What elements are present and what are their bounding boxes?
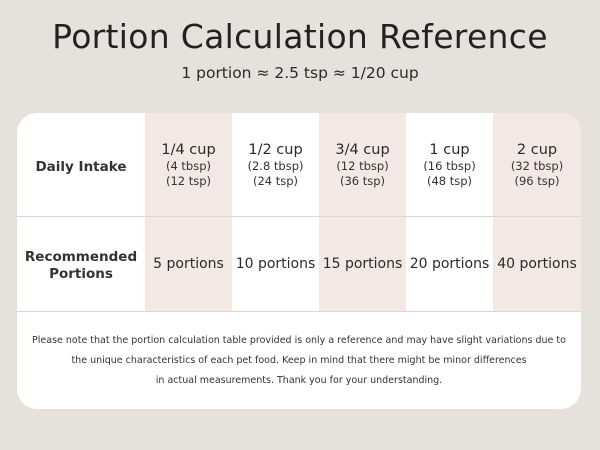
intake-cell-1: 1/4 cup (4 tbsp) (12 tsp) [145,142,232,189]
tbsp-amount: (16 tbsp) [423,159,476,173]
tsp-amount: (36 tsp) [339,174,386,188]
page-subtitle: 1 portion ≈ 2.5 tsp ≈ 1/20 cup [181,64,419,82]
tsp-amount: (48 tsp) [426,174,473,188]
intake-cell-5: 2 cup (32 tbsp) (96 tsp) [493,142,581,189]
note-line: the unique characteristics of each pet f… [71,355,527,366]
intake-cell-3: 3/4 cup (12 tbsp) (36 tsp) [319,142,406,189]
cup-amount: 1 cup [429,142,470,158]
portions-cell-3: 15 portions [322,256,403,272]
note-line: in actual measurements. Thank you for yo… [155,375,443,386]
portion-table-card: Daily Intake Recommended Portions 1/4 cu… [17,113,581,409]
note-line: Please note that the portion calculation… [32,335,566,346]
portions-cell-4: 20 portions [409,256,490,272]
column-shade-1 [145,113,232,311]
cup-amount: 3/4 cup [335,142,390,158]
intake-cell-4: 1 cup (16 tbsp) (48 tsp) [406,142,493,189]
portions-cell-5: 40 portions [497,256,577,272]
cup-amount: 1/4 cup [161,142,216,158]
tbsp-amount: (32 tbsp) [510,159,564,173]
disclaimer-note: Please note that the portion calculation… [17,331,581,391]
portions-cell-2: 10 portions [235,256,316,272]
tbsp-amount: (2.8 tbsp) [247,159,304,173]
portions-cell-1: 5 portions [153,256,224,272]
intake-cell-2: 1/2 cup (2.8 tbsp) (24 tsp) [232,142,319,189]
tsp-amount: (24 tsp) [252,174,299,188]
tbsp-amount: (12 tbsp) [336,159,389,173]
cup-amount: 1/2 cup [248,142,303,158]
page-title: Portion Calculation Reference [52,17,548,56]
column-shade-5 [493,113,581,311]
row-label-recommended-portions: Recommended Portions [24,249,138,282]
tbsp-amount: (4 tbsp) [165,159,212,173]
column-shade-3 [319,113,406,311]
tsp-amount: (12 tsp) [165,174,212,188]
cup-amount: 2 cup [516,142,558,158]
tsp-amount: (96 tsp) [514,174,560,188]
row-divider [17,216,581,217]
row-label-daily-intake: Daily Intake [35,159,127,175]
table-bottom-divider [17,311,581,312]
